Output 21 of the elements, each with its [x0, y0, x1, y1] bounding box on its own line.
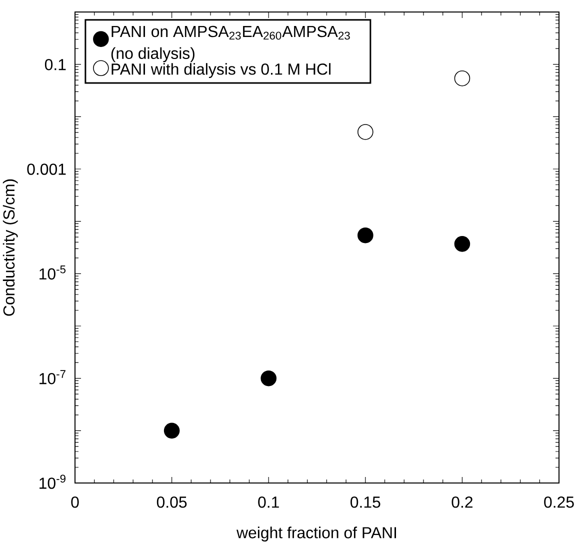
x-tick-label: 0.2 [452, 496, 472, 508]
x-axis-title: weight fraction of PANI [236, 526, 396, 542]
point [164, 422, 180, 439]
y-tick-label: 10$^{-5}$ [40, 265, 66, 280]
point [454, 236, 470, 252]
point [358, 227, 374, 244]
y-tick-label: 10$^{-7}$ [40, 370, 66, 384]
y-tick-label: 0.1 [44, 58, 66, 70]
legend-label: PANI with dialysis vs 0.1 M HCl [112, 63, 330, 78]
x-tick-label: 0.15 [350, 496, 380, 508]
x-tick-label: 0.25 [544, 496, 574, 508]
x-tick-label: 0 [71, 496, 79, 508]
point [454, 70, 470, 86]
y-tick-label: 0.001 [27, 164, 66, 175]
x-tick-label: 0.05 [156, 496, 187, 508]
point [358, 124, 374, 140]
y-tick-label: 10$^{-9}$ [40, 474, 66, 489]
point [260, 370, 276, 386]
text: PANI on AMPSA$_{23}$EA$_{260}$AMPSA$_{23}$ (no dialysis) [111, 26, 350, 62]
x-tick-label: 0.1 [258, 496, 279, 508]
y-axis-title: Conductivity (S/cm) [2, 179, 18, 316]
